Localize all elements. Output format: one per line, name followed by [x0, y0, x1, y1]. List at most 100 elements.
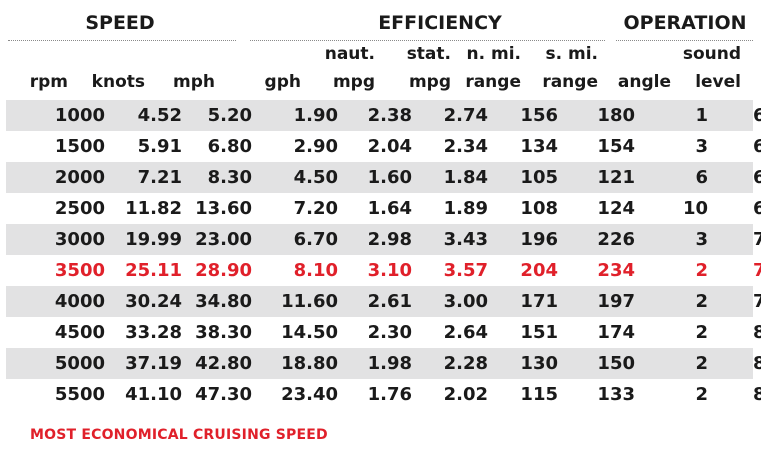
header-sound: level: [695, 72, 741, 92]
header-naut-mpg-top: naut.: [324, 44, 375, 64]
cell-naut-mpg: 1.76: [367, 384, 412, 405]
cell-angle: 3: [695, 136, 708, 157]
cell-sound-level: 67: [752, 136, 761, 157]
cell-sound-level: 69: [752, 198, 761, 219]
group-speed-rule: [8, 40, 236, 41]
table-row: 1500 5.91 6.80 2.90 2.04 2.34 134 154 3 67: [6, 131, 761, 162]
table-row: 2000 7.21 8.30 4.50 1.60 1.84 105 121 6 69: [6, 162, 761, 193]
cell-rpm: 3000: [54, 229, 105, 250]
table-row: 3000 19.99 23.00 6.70 2.98 3.43 196 226 3 79: [6, 224, 761, 255]
cell-gph: 2.90: [293, 136, 338, 157]
cell-naut-mpg: 3.10: [367, 260, 412, 281]
cell-smi-range: 121: [597, 167, 635, 188]
cell-stat-mpg: 3.00: [443, 291, 488, 312]
cell-sound-level: 84: [752, 384, 761, 405]
header-stat-mpg-top: stat.: [406, 44, 451, 64]
cell-mph: 42.80: [195, 353, 252, 374]
cell-angle: 1: [695, 105, 708, 126]
cell-nmi-range: 105: [520, 167, 558, 188]
cell-sound-level: 78: [752, 260, 761, 281]
cell-mph: 13.60: [195, 198, 252, 219]
cell-knots: 4.52: [137, 105, 182, 126]
cell-rpm: 4500: [54, 322, 105, 343]
cell-sound-level: 82: [752, 353, 761, 374]
cell-sound-level: 79: [752, 229, 761, 250]
cell-angle: 2: [695, 260, 708, 281]
header-nmi-range-top: n. mi.: [466, 44, 521, 64]
cell-naut-mpg: 2.04: [367, 136, 412, 157]
cell-smi-range: 174: [597, 322, 635, 343]
cell-naut-mpg: 2.30: [367, 322, 412, 343]
cell-smi-range: 180: [597, 105, 635, 126]
cell-naut-mpg: 2.38: [367, 105, 412, 126]
cell-gph: 14.50: [281, 322, 338, 343]
cell-stat-mpg: 1.89: [443, 198, 488, 219]
cell-stat-mpg: 2.34: [443, 136, 488, 157]
cell-knots: 5.91: [137, 136, 182, 157]
cell-gph: 11.60: [281, 291, 338, 312]
table-row: 4000 30.24 34.80 11.60 2.61 3.00 171 197 2 79: [6, 286, 761, 317]
header-stat-mpg: mpg: [408, 72, 451, 92]
header-smi-range-top: s. mi.: [545, 44, 599, 64]
cell-mph: 28.90: [195, 260, 252, 281]
cell-mph: 23.00: [195, 229, 252, 250]
header-gph: gph: [264, 72, 301, 92]
cell-gph: 4.50: [293, 167, 338, 188]
group-operation: OPERATION: [623, 12, 747, 34]
group-efficiency-rule: [250, 40, 605, 41]
cell-rpm: 1000: [54, 105, 105, 126]
cell-gph: 23.40: [281, 384, 338, 405]
cell-nmi-range: 204: [520, 260, 558, 281]
cell-angle: 10: [682, 198, 708, 219]
group-speed: SPEED: [85, 12, 155, 34]
cell-stat-mpg: 3.43: [443, 229, 488, 250]
cell-gph: 1.90: [293, 105, 338, 126]
cell-sound-level: 80: [752, 322, 761, 343]
cell-knots: 41.10: [125, 384, 182, 405]
group-efficiency: EFFICIENCY: [378, 12, 502, 34]
cell-naut-mpg: 1.98: [367, 353, 412, 374]
header-mph: mph: [173, 72, 215, 92]
header-nmi-range: range: [465, 72, 521, 92]
cell-rpm: 3500: [54, 260, 105, 281]
cell-stat-mpg: 2.74: [443, 105, 488, 126]
cell-smi-range: 226: [597, 229, 635, 250]
cell-smi-range: 197: [597, 291, 635, 312]
cell-nmi-range: 151: [520, 322, 558, 343]
cell-smi-range: 234: [597, 260, 635, 281]
cell-stat-mpg: 2.02: [443, 384, 488, 405]
cell-sound-level: 79: [752, 291, 761, 312]
cell-nmi-range: 171: [520, 291, 558, 312]
cell-nmi-range: 115: [520, 384, 558, 405]
cell-sound-level: 65: [752, 105, 761, 126]
cell-rpm: 5000: [54, 353, 105, 374]
cell-mph: 38.30: [195, 322, 252, 343]
cell-angle: 2: [695, 353, 708, 374]
cell-mph: 5.20: [207, 105, 252, 126]
table-row: 4500 33.28 38.30 14.50 2.30 2.64 151 174 2 80: [6, 317, 761, 348]
cell-rpm: 4000: [54, 291, 105, 312]
cell-sound-level: 69: [752, 167, 761, 188]
cell-smi-range: 124: [597, 198, 635, 219]
cell-smi-range: 150: [597, 353, 635, 374]
cell-nmi-range: 196: [520, 229, 558, 250]
table-row: 5000 37.19 42.80 18.80 1.98 2.28 130 150 2 82: [6, 348, 761, 379]
cell-naut-mpg: 1.60: [367, 167, 412, 188]
cell-mph: 47.30: [195, 384, 252, 405]
cell-angle: 3: [695, 229, 708, 250]
cell-naut-mpg: 2.61: [367, 291, 412, 312]
header-rpm: rpm: [29, 72, 68, 92]
cell-gph: 7.20: [293, 198, 338, 219]
cell-stat-mpg: 1.84: [443, 167, 488, 188]
cell-mph: 8.30: [207, 167, 252, 188]
cell-nmi-range: 134: [520, 136, 558, 157]
cell-stat-mpg: 2.28: [443, 353, 488, 374]
table-row: 2500 11.82 13.60 7.20 1.64 1.89 108 124 10 69: [6, 193, 761, 224]
cell-angle: 2: [695, 291, 708, 312]
cell-mph: 34.80: [195, 291, 252, 312]
cell-mph: 6.80: [207, 136, 252, 157]
cell-knots: 7.21: [137, 167, 182, 188]
cell-gph: 8.10: [293, 260, 338, 281]
cell-rpm: 2000: [54, 167, 105, 188]
cell-smi-range: 154: [597, 136, 635, 157]
